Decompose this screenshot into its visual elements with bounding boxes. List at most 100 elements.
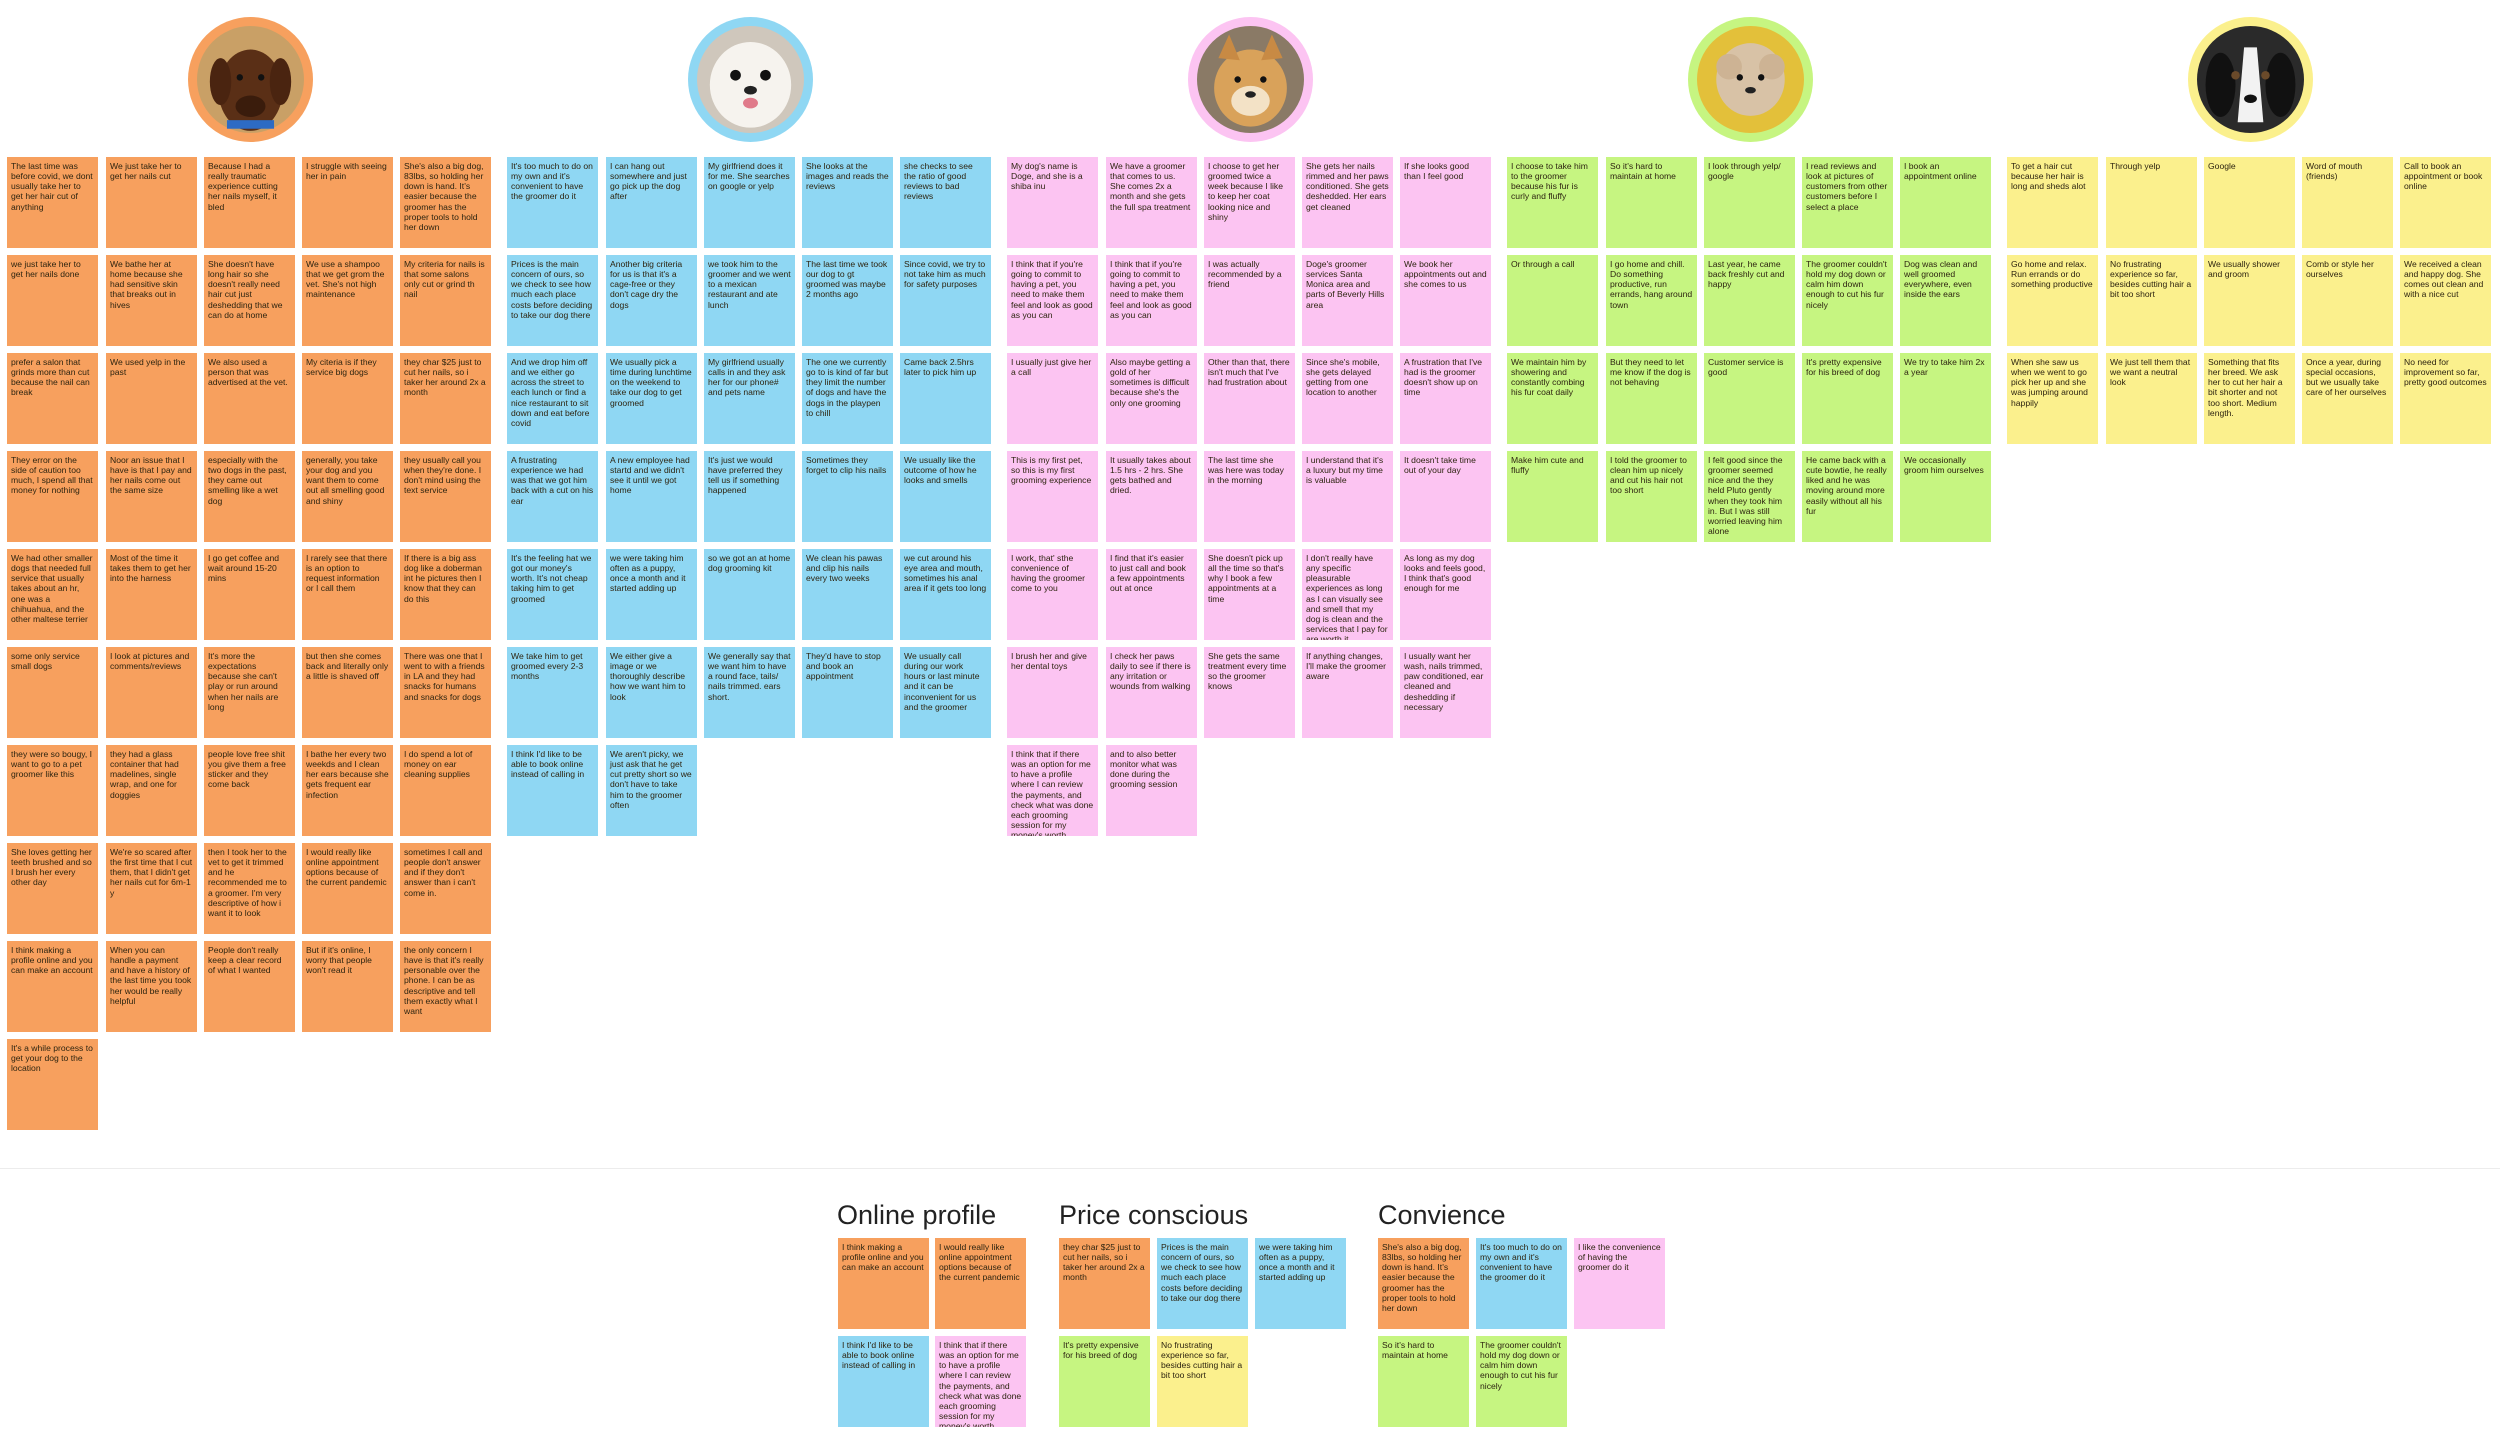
sticky-note[interactable]: He came back with a cute bowtie, he real… xyxy=(1802,451,1893,542)
sticky-note[interactable]: I think I'd like to be able to book onli… xyxy=(838,1336,929,1427)
sticky-note[interactable]: So it's hard to maintain at home xyxy=(1378,1336,1469,1427)
sticky-note[interactable]: We try to take him 2x a year xyxy=(1900,353,1991,444)
sticky-note[interactable]: I find that it's easier to just call and… xyxy=(1106,549,1197,640)
sticky-note[interactable]: It's pretty expensive for his breed of d… xyxy=(1059,1336,1150,1427)
sticky-note[interactable]: We used yelp in the past xyxy=(106,353,197,444)
sticky-note[interactable]: but then she comes back and literally on… xyxy=(302,647,393,738)
sticky-note[interactable]: Doge's groomer services Santa Monica are… xyxy=(1302,255,1393,346)
sticky-note[interactable]: We have a groomer that comes to us. She … xyxy=(1106,157,1197,248)
sticky-note[interactable]: Call to book an appointment or book onli… xyxy=(2400,157,2491,248)
sticky-note[interactable]: sometimes I call and people don't answer… xyxy=(400,843,491,934)
sticky-note[interactable]: Noor an issue that I have is that I pay … xyxy=(106,451,197,542)
sticky-note[interactable]: No need for improvement so far, pretty g… xyxy=(2400,353,2491,444)
sticky-note[interactable]: We usually like the outcome of how he lo… xyxy=(900,451,991,542)
sticky-note[interactable]: We maintain him by showering and constan… xyxy=(1507,353,1598,444)
sticky-note[interactable]: Since covid, we try to not take him as m… xyxy=(900,255,991,346)
sticky-note[interactable]: Last year, he came back freshly cut and … xyxy=(1704,255,1795,346)
sticky-note[interactable]: Comb or style her ourselves xyxy=(2302,255,2393,346)
sticky-note[interactable]: I think I'd like to be able to book onli… xyxy=(507,745,598,836)
sticky-note[interactable]: So it's hard to maintain at home xyxy=(1606,157,1697,248)
sticky-note[interactable]: She doesn't have long hair so she doesn'… xyxy=(204,255,295,346)
sticky-note[interactable]: I look at pictures and comments/reviews xyxy=(106,647,197,738)
sticky-note[interactable]: I understand that it's a luxury but my t… xyxy=(1302,451,1393,542)
sticky-note[interactable]: I check her paws daily to see if there i… xyxy=(1106,647,1197,738)
sticky-note[interactable]: But they need to let me know if the dog … xyxy=(1606,353,1697,444)
sticky-note[interactable]: The last time we took our dog to gt groo… xyxy=(802,255,893,346)
sticky-note[interactable]: She loves getting her teeth brushed and … xyxy=(7,843,98,934)
sticky-note[interactable]: I would really like online appointment o… xyxy=(935,1238,1026,1329)
sticky-note[interactable]: especially with the two dogs in the past… xyxy=(204,451,295,542)
sticky-note[interactable]: I do spend a lot of money on ear cleanin… xyxy=(400,745,491,836)
sticky-note[interactable]: we were taking him often as a puppy, onc… xyxy=(1255,1238,1346,1329)
sticky-note[interactable]: It's pretty expensive for his breed of d… xyxy=(1802,353,1893,444)
sticky-note[interactable]: we took him to the groomer and we went t… xyxy=(704,255,795,346)
sticky-note[interactable]: I look through yelp/ google xyxy=(1704,157,1795,248)
sticky-note[interactable]: We just tell them that we want a neutral… xyxy=(2106,353,2197,444)
sticky-note[interactable]: It's too much to do on my own and it's c… xyxy=(507,157,598,248)
sticky-note[interactable]: This is my first pet, so this is my firs… xyxy=(1007,451,1098,542)
sticky-note[interactable]: Came back 2.5hrs later to pick him up xyxy=(900,353,991,444)
sticky-note[interactable]: A frustration that I've had is the groom… xyxy=(1400,353,1491,444)
sticky-note[interactable]: Because I had a really traumatic experie… xyxy=(204,157,295,248)
sticky-note[interactable]: Since she's mobile, she gets delayed get… xyxy=(1302,353,1393,444)
sticky-note[interactable]: As long as my dog looks and feels good, … xyxy=(1400,549,1491,640)
sticky-note[interactable]: I usually just give her a call xyxy=(1007,353,1098,444)
sticky-note[interactable]: I don't really have any specific pleasur… xyxy=(1302,549,1393,640)
sticky-note[interactable]: I think that if you're going to commit t… xyxy=(1106,255,1197,346)
sticky-note[interactable]: I go get coffee and wait around 15-20 mi… xyxy=(204,549,295,640)
sticky-note[interactable]: We aren't picky, we just ask that he get… xyxy=(606,745,697,836)
sticky-note[interactable]: I told the groomer to clean him up nicel… xyxy=(1606,451,1697,542)
sticky-note[interactable]: A frustrating experience we had was that… xyxy=(507,451,598,542)
sticky-note[interactable]: Most of the time it takes them to get he… xyxy=(106,549,197,640)
sticky-note[interactable]: I felt good since the groomer seemed nic… xyxy=(1704,451,1795,542)
sticky-note[interactable]: It's more the expectations because she c… xyxy=(204,647,295,738)
sticky-note[interactable]: It's too much to do on my own and it's c… xyxy=(1476,1238,1567,1329)
sticky-note[interactable]: Once a year, during special occasions, b… xyxy=(2302,353,2393,444)
sticky-note[interactable]: We use a shampoo that we get grom the ve… xyxy=(302,255,393,346)
sticky-note[interactable]: The groomer couldn't hold my dog down or… xyxy=(1476,1336,1567,1427)
sticky-note[interactable]: Customer service is good xyxy=(1704,353,1795,444)
sticky-note[interactable]: My citeria is if they service big dogs xyxy=(302,353,393,444)
sticky-note[interactable]: My criteria for nails is that some salon… xyxy=(400,255,491,346)
sticky-note[interactable]: She looks at the images and reads the re… xyxy=(802,157,893,248)
sticky-note[interactable]: we just take her to get her nails done xyxy=(7,255,98,346)
sticky-note[interactable]: I think that if you're going to commit t… xyxy=(1007,255,1098,346)
sticky-note[interactable]: I choose to take him to the groomer beca… xyxy=(1507,157,1598,248)
sticky-note[interactable]: Word of mouth (friends) xyxy=(2302,157,2393,248)
sticky-note[interactable]: We generally say that we want him to hav… xyxy=(704,647,795,738)
sticky-note[interactable]: When you can handle a payment and have a… xyxy=(106,941,197,1032)
sticky-note[interactable]: they were so bougy, I want to go to a pe… xyxy=(7,745,98,836)
sticky-note[interactable]: prefer a salon that grinds more than cut… xyxy=(7,353,98,444)
sticky-note[interactable]: We clean his pawas and clip his nails ev… xyxy=(802,549,893,640)
sticky-note[interactable]: The one we currently go to is kind of fa… xyxy=(802,353,893,444)
sticky-note[interactable]: It usually takes about 1.5 hrs - 2 hrs. … xyxy=(1106,451,1197,542)
sticky-note[interactable]: Prices is the main concern of ours, so w… xyxy=(1157,1238,1248,1329)
sticky-note[interactable]: Google xyxy=(2204,157,2295,248)
sticky-note[interactable]: She's also a big dog, 83lbs, so holding … xyxy=(1378,1238,1469,1329)
sticky-note[interactable]: Something that fits her breed. We ask he… xyxy=(2204,353,2295,444)
sticky-note[interactable]: I bathe her every two weekds and I clean… xyxy=(302,745,393,836)
sticky-note[interactable]: We had other smaller dogs that needed fu… xyxy=(7,549,98,640)
sticky-note[interactable]: generally, you take your dog and you wan… xyxy=(302,451,393,542)
sticky-note[interactable]: I work, that' sthe convenience of having… xyxy=(1007,549,1098,640)
sticky-note[interactable]: they char $25 just to cut her nails, so … xyxy=(1059,1238,1150,1329)
sticky-note[interactable]: I usually want her wash, nails trimmed, … xyxy=(1400,647,1491,738)
sticky-note[interactable]: My girlfriend usually calls in and they … xyxy=(704,353,795,444)
sticky-note[interactable]: Make him cute and fluffy xyxy=(1507,451,1598,542)
sticky-note[interactable]: It's the feeling hat we got our money's … xyxy=(507,549,598,640)
sticky-note[interactable]: We also used a person that was advertise… xyxy=(204,353,295,444)
sticky-note[interactable]: so we got an at home dog grooming kit xyxy=(704,549,795,640)
sticky-note[interactable]: If anything changes, I'll make the groom… xyxy=(1302,647,1393,738)
sticky-note[interactable]: Or through a call xyxy=(1507,255,1598,346)
sticky-note[interactable]: some only service small dogs xyxy=(7,647,98,738)
sticky-note[interactable]: I like the convenience of having the gro… xyxy=(1574,1238,1665,1329)
sticky-note[interactable]: we cut around his eye area and mouth, so… xyxy=(900,549,991,640)
sticky-note[interactable]: If there is a big ass dog like a doberma… xyxy=(400,549,491,640)
sticky-note[interactable]: we were taking him often as a puppy, onc… xyxy=(606,549,697,640)
sticky-note[interactable]: It's a while process to get your dog to … xyxy=(7,1039,98,1130)
sticky-note[interactable]: Prices is the main concern of ours, so w… xyxy=(507,255,598,346)
sticky-note[interactable]: She gets her nails rimmed and her paws c… xyxy=(1302,157,1393,248)
sticky-note[interactable]: she checks to see the ratio of good revi… xyxy=(900,157,991,248)
sticky-note[interactable]: I go home and chill. Do something produc… xyxy=(1606,255,1697,346)
sticky-note[interactable]: People don't really keep a clear record … xyxy=(204,941,295,1032)
